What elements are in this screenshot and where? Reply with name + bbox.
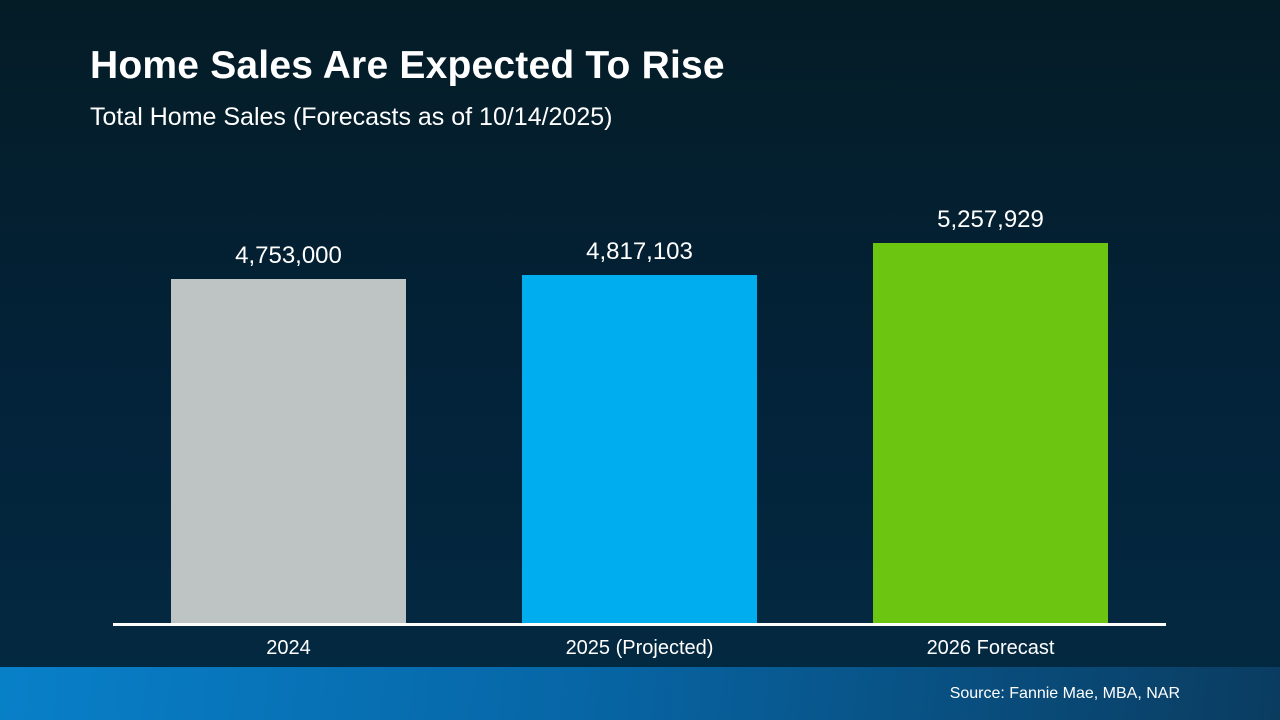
bar-2024 (171, 279, 406, 623)
bar-value-label: 4,817,103 (586, 238, 693, 265)
bar-value-label: 5,257,929 (937, 206, 1044, 233)
bar-column: 4,753,000 (113, 242, 464, 623)
chart-header: Home Sales Are Expected To Rise Total Ho… (90, 44, 725, 132)
source-text: Source: Fannie Mae, MBA, NAR (949, 684, 1180, 702)
bar-chart: 4,753,000 4,817,103 5,257,929 2024 2025 (Pr… (113, 0, 1166, 720)
bar-column: 4,817,103 (464, 238, 815, 623)
category-label: 2024 (266, 637, 311, 659)
bar-value-label: 4,753,000 (235, 242, 342, 269)
chart-subtitle: Total Home Sales (Forecasts as of 10/14/… (90, 103, 613, 131)
x-axis-line (113, 623, 1166, 626)
category-axis-labels: 2024 2025 (Projected) 2026 Forecast (113, 637, 1166, 660)
category-label: 2026 Forecast (926, 637, 1055, 659)
chart-title: Home Sales Are Expected To Rise (90, 44, 725, 87)
bar-column: 5,257,929 (815, 206, 1166, 623)
source-bar: Source: Fannie Mae, MBA, NAR (0, 667, 1280, 720)
bar-2025-projected (522, 275, 757, 623)
plot-area: 4,753,000 4,817,103 5,257,929 (113, 0, 1166, 623)
category-label: 2025 (Projected) (565, 637, 714, 659)
bar-2026-forecast (873, 243, 1108, 623)
